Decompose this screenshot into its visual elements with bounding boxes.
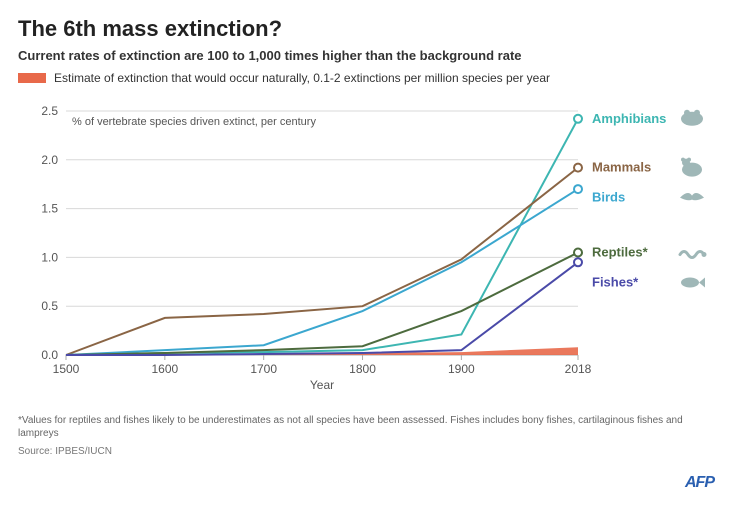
chart-container: The 6th mass extinction? Current rates o… — [0, 0, 736, 506]
svg-text:0.5: 0.5 — [41, 299, 58, 313]
svg-text:0.0: 0.0 — [41, 348, 58, 362]
svg-text:1700: 1700 — [250, 362, 277, 376]
svg-text:2.5: 2.5 — [41, 104, 58, 118]
legend-row: Estimate of extinction that would occur … — [18, 71, 718, 85]
svg-text:2018: 2018 — [565, 362, 592, 376]
chart-title: The 6th mass extinction? — [18, 16, 718, 42]
series-label: Reptiles* — [592, 245, 649, 260]
svg-text:Year: Year — [310, 378, 334, 392]
chart-subtitle: Current rates of extinction are 100 to 1… — [18, 48, 718, 63]
chart-area: 0.0 0.5 1.0 1.5 2.0 2.5 % of vertebrate specie… — [18, 93, 718, 406]
svg-text:2.0: 2.0 — [41, 153, 58, 167]
svg-text:% of vertebrate species driven: % of vertebrate species driven extinct, … — [72, 116, 316, 128]
afp-logo: AFP — [685, 474, 714, 492]
svg-text:1500: 1500 — [53, 362, 80, 376]
footnote: *Values for reptiles and fishes likely t… — [18, 414, 718, 440]
legend-text: Estimate of extinction that would occur … — [54, 71, 550, 85]
svg-text:1900: 1900 — [448, 362, 475, 376]
svg-text:1600: 1600 — [151, 362, 178, 376]
svg-text:1.5: 1.5 — [41, 202, 58, 216]
svg-text:1.0: 1.0 — [41, 250, 58, 264]
chart-svg: 0.0 0.5 1.0 1.5 2.0 2.5 % of vertebrate specie… — [18, 93, 718, 401]
svg-text:1800: 1800 — [349, 362, 376, 376]
series-label: Amphibians — [592, 111, 666, 126]
series-label: Mammals — [592, 160, 651, 175]
legend-swatch — [18, 73, 46, 83]
source-text: Source: IPBES/IUCN — [18, 446, 718, 457]
series-label: Fishes* — [592, 275, 639, 290]
series-label: Birds — [592, 190, 625, 205]
